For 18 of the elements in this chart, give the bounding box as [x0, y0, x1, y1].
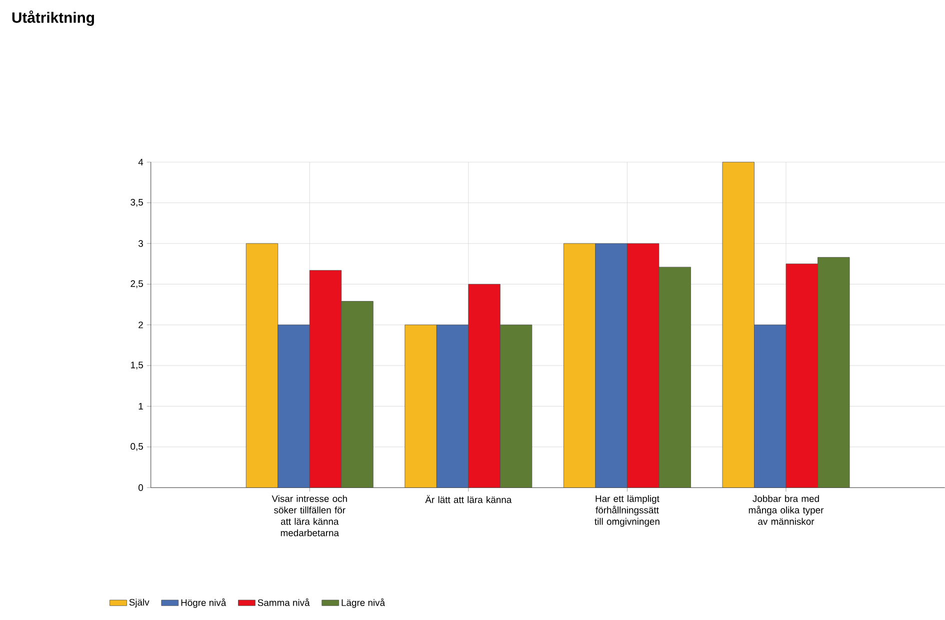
x-tick-label: Har ett lämpligt förhållningssätt till omgivningen [594, 494, 660, 527]
y-tick-label: 3,5 [130, 198, 143, 207]
legend-label: Högre nivå [181, 598, 226, 608]
y-tick-label: 2,5 [130, 280, 143, 288]
chart-title: Utåtriktning [12, 10, 94, 26]
x-tick-label: Visar intresse och söker tillfällen för att lära känna medarbetarna [272, 494, 347, 536]
legend-label: Lägre nivå [342, 598, 386, 608]
legend-label: Samma nivå [258, 598, 310, 606]
y-tick-label: 4 [138, 158, 144, 166]
legend-label: Själv [129, 598, 150, 608]
y-tick-label: 1 [138, 402, 143, 410]
y-tick-label: 3 [138, 240, 143, 247]
y-tick-label: 2 [138, 321, 143, 328]
y-tick-label: 1,5 [130, 362, 143, 370]
y-tick-label: 0,5 [130, 442, 143, 451]
y-tick-label: 0 [138, 484, 144, 491]
x-tick-label: Jobbar bra med många olika typer av människor [748, 494, 824, 525]
x-tick-label: Är lätt att lära känna [425, 494, 512, 503]
